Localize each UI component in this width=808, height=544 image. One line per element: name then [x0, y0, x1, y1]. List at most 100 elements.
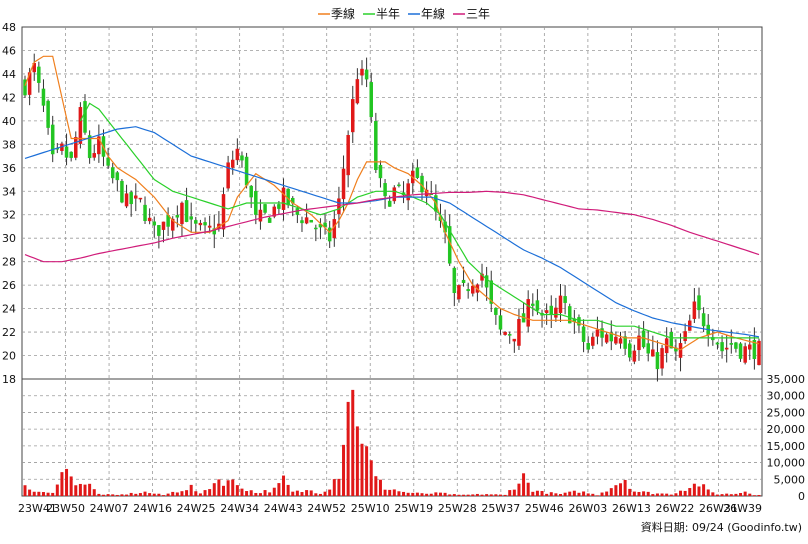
volume-bar — [392, 489, 396, 496]
volume-bar — [337, 478, 341, 496]
candle-body — [129, 192, 133, 205]
x-tick-label: 26W39 — [723, 502, 762, 515]
volume-bar — [152, 493, 156, 496]
candle-body — [69, 151, 73, 158]
candle-body — [115, 172, 120, 181]
volume-bar — [328, 489, 332, 496]
price-tick-label: 44 — [2, 68, 16, 81]
volume-bar — [471, 494, 475, 496]
volume-bar — [480, 494, 484, 496]
candle-body — [184, 200, 189, 222]
volume-bar — [563, 492, 567, 496]
legend-label: 年線 — [421, 6, 445, 21]
volume-bar — [171, 491, 175, 496]
x-tick-label: 24W16 — [133, 502, 172, 515]
volume-bar — [351, 389, 355, 496]
candle-body — [507, 334, 512, 336]
price-tick-label: 38 — [2, 138, 16, 151]
candle-body — [378, 164, 383, 179]
volume-bar — [277, 483, 281, 496]
candle-body — [632, 350, 637, 362]
candle-body — [591, 336, 595, 346]
price-tick-label: 46 — [2, 44, 16, 57]
volume-bar — [189, 484, 193, 496]
volume-bar — [679, 490, 683, 496]
candle-body — [50, 124, 55, 155]
volume-bar — [623, 479, 627, 496]
candle-body — [701, 313, 706, 327]
candle-body — [161, 221, 166, 230]
volume-bar — [65, 468, 69, 496]
volume-bar — [97, 493, 101, 496]
candle-body — [646, 343, 650, 354]
volume-panel — [21, 378, 763, 497]
volume-bar — [157, 493, 161, 496]
candle-body — [600, 328, 604, 338]
candle-body — [249, 185, 253, 198]
volume-bar — [577, 492, 581, 496]
volume-bar — [646, 491, 650, 496]
candle-body — [226, 162, 230, 189]
volume-tick-label: 35,000 — [767, 373, 806, 386]
candle-body — [669, 332, 674, 349]
volume-tick-label: 10,000 — [767, 457, 806, 470]
candle-body — [457, 285, 461, 300]
volume-bar — [743, 491, 747, 496]
candle-body — [175, 215, 180, 218]
candle-body — [170, 218, 175, 231]
volume-bar — [92, 489, 96, 496]
volume-bar — [526, 482, 530, 496]
volume-bar — [378, 479, 382, 496]
volume-tick-label: 25,000 — [767, 406, 806, 419]
volume-bar — [420, 493, 424, 496]
candle-body — [471, 285, 475, 294]
volume-bar — [637, 491, 641, 496]
legend-label: 半年 — [376, 7, 400, 21]
candle-body — [97, 136, 101, 155]
volume-bar — [692, 483, 696, 496]
candle-body — [627, 343, 632, 358]
candle-body — [623, 336, 627, 349]
volume-bar — [143, 491, 147, 496]
price-tick-label: 18 — [2, 373, 16, 386]
volume-bar — [715, 494, 719, 496]
legend-label: 三年 — [466, 7, 490, 21]
candle-body — [309, 219, 313, 223]
volume-bar — [51, 492, 55, 496]
candle-body — [198, 222, 203, 226]
volume-bar — [226, 480, 230, 496]
candle-body — [466, 289, 470, 292]
candle-body — [397, 184, 401, 187]
candle-body — [41, 88, 46, 106]
candle-body — [738, 343, 743, 359]
volume-bar — [535, 490, 539, 496]
volume-bar — [706, 489, 710, 496]
volume-bar — [342, 444, 346, 496]
volume-bar — [240, 488, 244, 496]
volume-bar — [74, 485, 78, 496]
volume-bar — [332, 479, 336, 496]
volume-bar — [300, 492, 304, 496]
volume-bar — [457, 494, 461, 496]
candle-body — [341, 168, 346, 200]
volume-bar — [739, 492, 743, 496]
volume-bar — [78, 483, 82, 496]
volume-bar — [88, 483, 92, 496]
volume-bar — [60, 472, 64, 496]
candle-body — [152, 221, 157, 226]
volume-bar — [494, 494, 498, 496]
x-tick-label: 26W13 — [612, 502, 651, 515]
candle-body — [314, 227, 318, 230]
volume-bar — [475, 493, 479, 496]
volume-bar — [545, 493, 549, 496]
candle-body — [134, 195, 138, 199]
x-tick-label: 23W50 — [46, 502, 85, 515]
volume-tick-label: 0 — [798, 490, 805, 503]
candle-body — [724, 347, 729, 350]
candle-body — [512, 338, 517, 342]
candle-body — [577, 317, 581, 326]
price-tick-label: 20 — [2, 350, 16, 363]
volume-bar — [148, 493, 152, 496]
volume-bar — [115, 494, 119, 496]
candle-body — [604, 334, 609, 343]
